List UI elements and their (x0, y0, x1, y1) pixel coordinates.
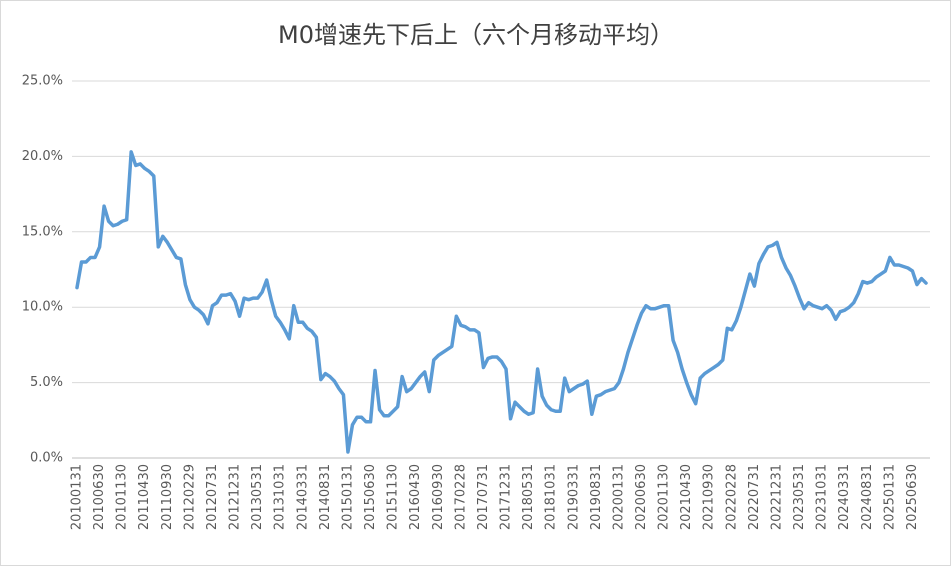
x-tick-label: 20150630 (363, 464, 378, 530)
x-tick-label: 20110430 (137, 464, 152, 530)
y-tick-label: 25.0% (22, 74, 63, 89)
x-tick-label: 20120229 (182, 464, 197, 530)
y-tick-label: 10.0% (22, 300, 63, 315)
x-tick-label: 20221231 (769, 464, 784, 530)
x-tick-label: 20140831 (318, 464, 333, 530)
x-tick-label: 20250630 (905, 464, 920, 530)
x-tick-label: 20200131 (611, 464, 626, 530)
x-tick-label: 20101130 (115, 464, 130, 530)
data-line (75, 150, 928, 454)
x-tick-label: 20240331 (837, 464, 852, 530)
y-tick-label: 0.0% (30, 451, 63, 466)
x-tick-label: 20250131 (882, 464, 897, 530)
x-tick-label: 20181031 (544, 464, 559, 530)
x-tick-label: 20130531 (250, 464, 265, 530)
x-tick-label: 20131031 (273, 464, 288, 530)
x-tick-label: 20110930 (160, 464, 175, 530)
x-tick-label: 20171231 (499, 464, 514, 530)
x-tick-label: 20230531 (792, 464, 807, 530)
x-tick-label: 20120731 (205, 464, 220, 530)
y-tick-label: 5.0% (30, 375, 63, 390)
x-tick-label: 20140331 (295, 464, 310, 530)
x-tick-label: 20190331 (566, 464, 581, 530)
x-tick-label: 20160430 (408, 464, 423, 530)
y-tick-label: 20.0% (22, 149, 63, 164)
x-tick-label: 20170731 (476, 464, 491, 530)
y-tick-label: 15.0% (22, 224, 63, 239)
x-tick-label: 20210930 (702, 464, 717, 530)
x-tick-label: 20240831 (860, 464, 875, 530)
x-tick-label: 20170228 (453, 464, 468, 530)
x-tick-label: 20201130 (657, 464, 672, 530)
x-tick-label: 20220731 (747, 464, 762, 530)
x-tick-label: 20121231 (228, 464, 243, 530)
x-tick-label: 20220228 (724, 464, 739, 530)
x-tick-label: 20190831 (589, 464, 604, 530)
x-tick-label: 20200630 (634, 464, 649, 530)
x-tick-label: 20160930 (431, 464, 446, 530)
x-tick-label: 20231031 (815, 464, 830, 530)
x-tick-label: 20180531 (521, 464, 536, 530)
x-tick-label: 20100131 (70, 464, 85, 530)
chart-title: M0增速先下后上（六个月移动平均） (278, 21, 674, 49)
x-tick-label: 20210430 (679, 464, 694, 530)
x-tick-label: 20150131 (340, 464, 355, 530)
x-tick-label: 20151130 (386, 464, 401, 530)
x-tick-label: 20100630 (92, 464, 107, 530)
